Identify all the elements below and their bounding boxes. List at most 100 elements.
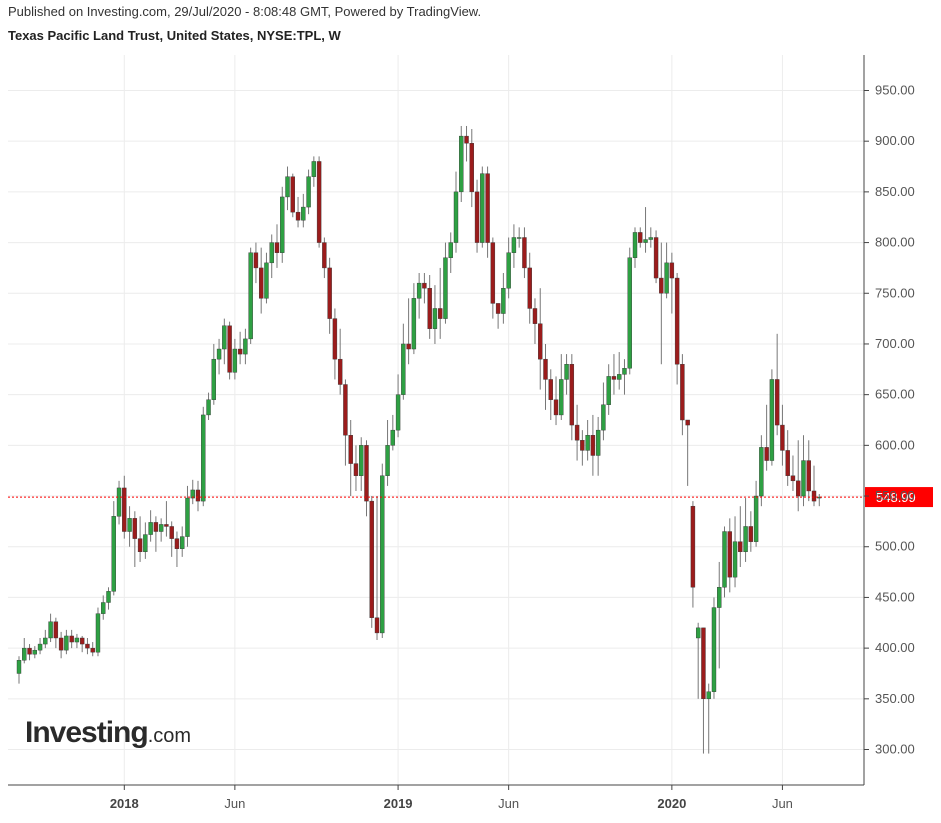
candle bbox=[106, 587, 111, 610]
candle bbox=[101, 595, 106, 620]
candle bbox=[511, 224, 517, 268]
candle bbox=[316, 156, 322, 248]
candle bbox=[553, 376, 559, 426]
candle-body-up bbox=[285, 176, 290, 198]
candle bbox=[74, 633, 80, 649]
candle-body-down bbox=[369, 500, 374, 618]
candle bbox=[653, 230, 659, 284]
candle-body-up bbox=[280, 196, 285, 253]
candle-body-down bbox=[727, 531, 732, 578]
candle-body-up bbox=[632, 232, 638, 258]
candle-body-down bbox=[485, 173, 490, 243]
candle-body-down bbox=[469, 143, 474, 193]
candle-body-up bbox=[390, 429, 396, 446]
candle-body-down bbox=[669, 262, 675, 279]
candle-body-up bbox=[48, 621, 53, 639]
candle bbox=[37, 637, 43, 655]
candle-body-up bbox=[111, 516, 116, 592]
candle bbox=[659, 242, 664, 365]
candle-body-down bbox=[343, 384, 348, 436]
candle-body-down bbox=[464, 135, 469, 144]
candle bbox=[290, 173, 295, 218]
candle-body-down bbox=[638, 232, 643, 243]
candle bbox=[343, 379, 348, 466]
candle-body-up bbox=[22, 647, 27, 661]
candle bbox=[490, 237, 496, 319]
candle bbox=[627, 247, 632, 375]
candle-body-down bbox=[427, 287, 432, 329]
candle bbox=[432, 285, 438, 344]
candle bbox=[264, 252, 269, 304]
candle bbox=[58, 631, 64, 659]
candle bbox=[532, 298, 538, 344]
candle bbox=[590, 414, 596, 476]
candle bbox=[569, 354, 575, 441]
candle bbox=[580, 430, 585, 466]
candle bbox=[701, 627, 706, 754]
candle bbox=[480, 166, 485, 248]
y-tick-label: 600.00 bbox=[875, 437, 915, 452]
candle bbox=[796, 440, 801, 512]
candle-body-up bbox=[232, 348, 238, 373]
candle bbox=[585, 420, 590, 461]
candle-body-up bbox=[190, 489, 195, 499]
candle-body-up bbox=[595, 429, 601, 456]
candle-body-up bbox=[206, 399, 211, 416]
grid bbox=[8, 55, 864, 785]
candle bbox=[459, 125, 464, 203]
candle bbox=[690, 501, 696, 608]
y-tick-label: 400.00 bbox=[875, 640, 915, 655]
candle bbox=[311, 156, 317, 187]
candle-body-down bbox=[674, 277, 680, 365]
candle-body-down bbox=[748, 526, 754, 542]
candle-body-down bbox=[532, 308, 538, 324]
candle bbox=[406, 298, 411, 365]
candle bbox=[143, 522, 148, 559]
candle bbox=[137, 516, 143, 562]
candle-body-up bbox=[143, 534, 148, 553]
candle-body-down bbox=[348, 435, 353, 464]
candle-body-down bbox=[806, 460, 811, 492]
candle-body-up bbox=[432, 308, 438, 329]
candle bbox=[185, 485, 190, 547]
candle bbox=[695, 622, 701, 699]
candle bbox=[285, 166, 290, 211]
candle-body-up bbox=[185, 497, 190, 537]
candle-body-up bbox=[43, 637, 48, 645]
candle-body-down bbox=[90, 647, 95, 653]
candle-body-down bbox=[738, 541, 743, 553]
candle bbox=[753, 480, 759, 547]
candle-body-up bbox=[16, 660, 22, 674]
candle bbox=[401, 323, 406, 400]
candle bbox=[501, 272, 506, 324]
candle-body-up bbox=[158, 524, 164, 532]
candle bbox=[643, 207, 648, 253]
candle-body-up bbox=[695, 627, 701, 639]
candle-body-up bbox=[622, 368, 627, 375]
candle-body-up bbox=[711, 607, 717, 692]
candle bbox=[390, 414, 396, 451]
candle bbox=[69, 629, 74, 649]
candle bbox=[559, 354, 564, 420]
y-tick-label: 550.00 bbox=[875, 488, 915, 503]
candle-body-down bbox=[58, 637, 64, 651]
candle-body-down bbox=[258, 267, 264, 299]
candle-body-down bbox=[79, 637, 85, 645]
candle bbox=[253, 242, 259, 284]
candle-body-up bbox=[127, 518, 132, 532]
candle-body-down bbox=[164, 524, 169, 527]
x-tick-label: 2018 bbox=[110, 796, 139, 811]
axes bbox=[8, 55, 865, 786]
candle-body-down bbox=[132, 518, 138, 539]
y-tick-label: 750.00 bbox=[875, 285, 915, 300]
candle-body-down bbox=[495, 303, 501, 314]
candle bbox=[601, 382, 606, 441]
candle bbox=[348, 420, 353, 497]
candle bbox=[427, 275, 432, 339]
candle-body-down bbox=[522, 237, 527, 269]
candle bbox=[232, 338, 238, 380]
candle bbox=[759, 435, 764, 507]
candle-body-down bbox=[548, 379, 553, 400]
candle-body-down bbox=[659, 277, 664, 294]
